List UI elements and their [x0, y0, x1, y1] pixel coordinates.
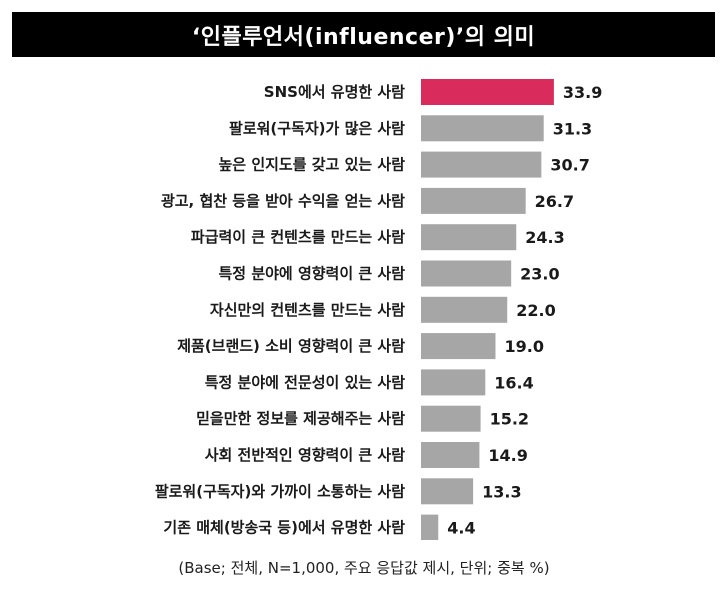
bar	[421, 151, 542, 178]
category-label: 기존 매체(방송국 등)에서 유명한 사람	[163, 519, 405, 537]
bar	[421, 405, 481, 432]
category-label: 높은 인지도를 갖고 있는 사람	[219, 156, 406, 174]
value-label: 26.7	[535, 192, 574, 211]
category-label: 팔로워(구독자)가 많은 사람	[229, 119, 405, 137]
value-label: 13.3	[482, 482, 521, 501]
category-label: 특정 분야에 전문성이 있는 사람	[205, 373, 405, 391]
value-label: 23.0	[520, 265, 559, 284]
value-label: 31.3	[553, 119, 592, 138]
category-label: 팔로워(구독자)와 가까이 소통하는 사람	[155, 482, 405, 500]
category-label: 광고, 협찬 등을 받아 수익을 얻는 사람	[161, 192, 405, 210]
bar	[421, 369, 486, 396]
bar	[421, 187, 526, 214]
value-label: 30.7	[550, 156, 589, 175]
value-label: 16.4	[494, 373, 533, 392]
category-label: 사회 전반적인 영향력이 큰 사람	[205, 446, 405, 464]
chart-title: ‘인플루언서(influencer)’의 의미	[12, 12, 715, 57]
value-label: 33.9	[563, 83, 602, 102]
bar	[421, 260, 512, 287]
value-label: 4.4	[447, 519, 475, 538]
value-label: 15.2	[490, 410, 529, 429]
bar	[421, 514, 439, 540]
chart-footnote: (Base; 전체, N=1,000, 주요 응답값 제시, 단위; 중복 %)	[178, 559, 550, 577]
category-label: 자신만의 컨텐츠를 만드는 사람	[210, 301, 405, 319]
category-label: 특정 분야에 영향력이 큰 사람	[219, 265, 406, 283]
category-label: 제품(브랜드) 소비 영향력이 큰 사람	[177, 337, 405, 355]
bar	[421, 333, 496, 360]
category-label: 믿을만한 정보를 제공해주는 사람	[196, 410, 405, 428]
bar	[421, 79, 554, 105]
value-label: 22.0	[516, 301, 555, 320]
value-label: 14.9	[488, 446, 527, 465]
bar	[421, 224, 517, 251]
value-label: 19.0	[504, 337, 543, 356]
bar	[421, 296, 508, 323]
category-label: 파급력이 큰 컨텐츠를 만드는 사람	[191, 228, 405, 246]
category-label: SNS에서 유명한 사람	[264, 83, 405, 101]
bar	[421, 442, 480, 468]
bar	[421, 115, 544, 142]
bar-chart: SNS에서 유명한 사람 33.9 팔로워(구독자)가 많은 사람 31.3 높은 인지…	[155, 79, 602, 540]
value-label: 24.3	[525, 228, 564, 247]
bar	[421, 478, 474, 505]
